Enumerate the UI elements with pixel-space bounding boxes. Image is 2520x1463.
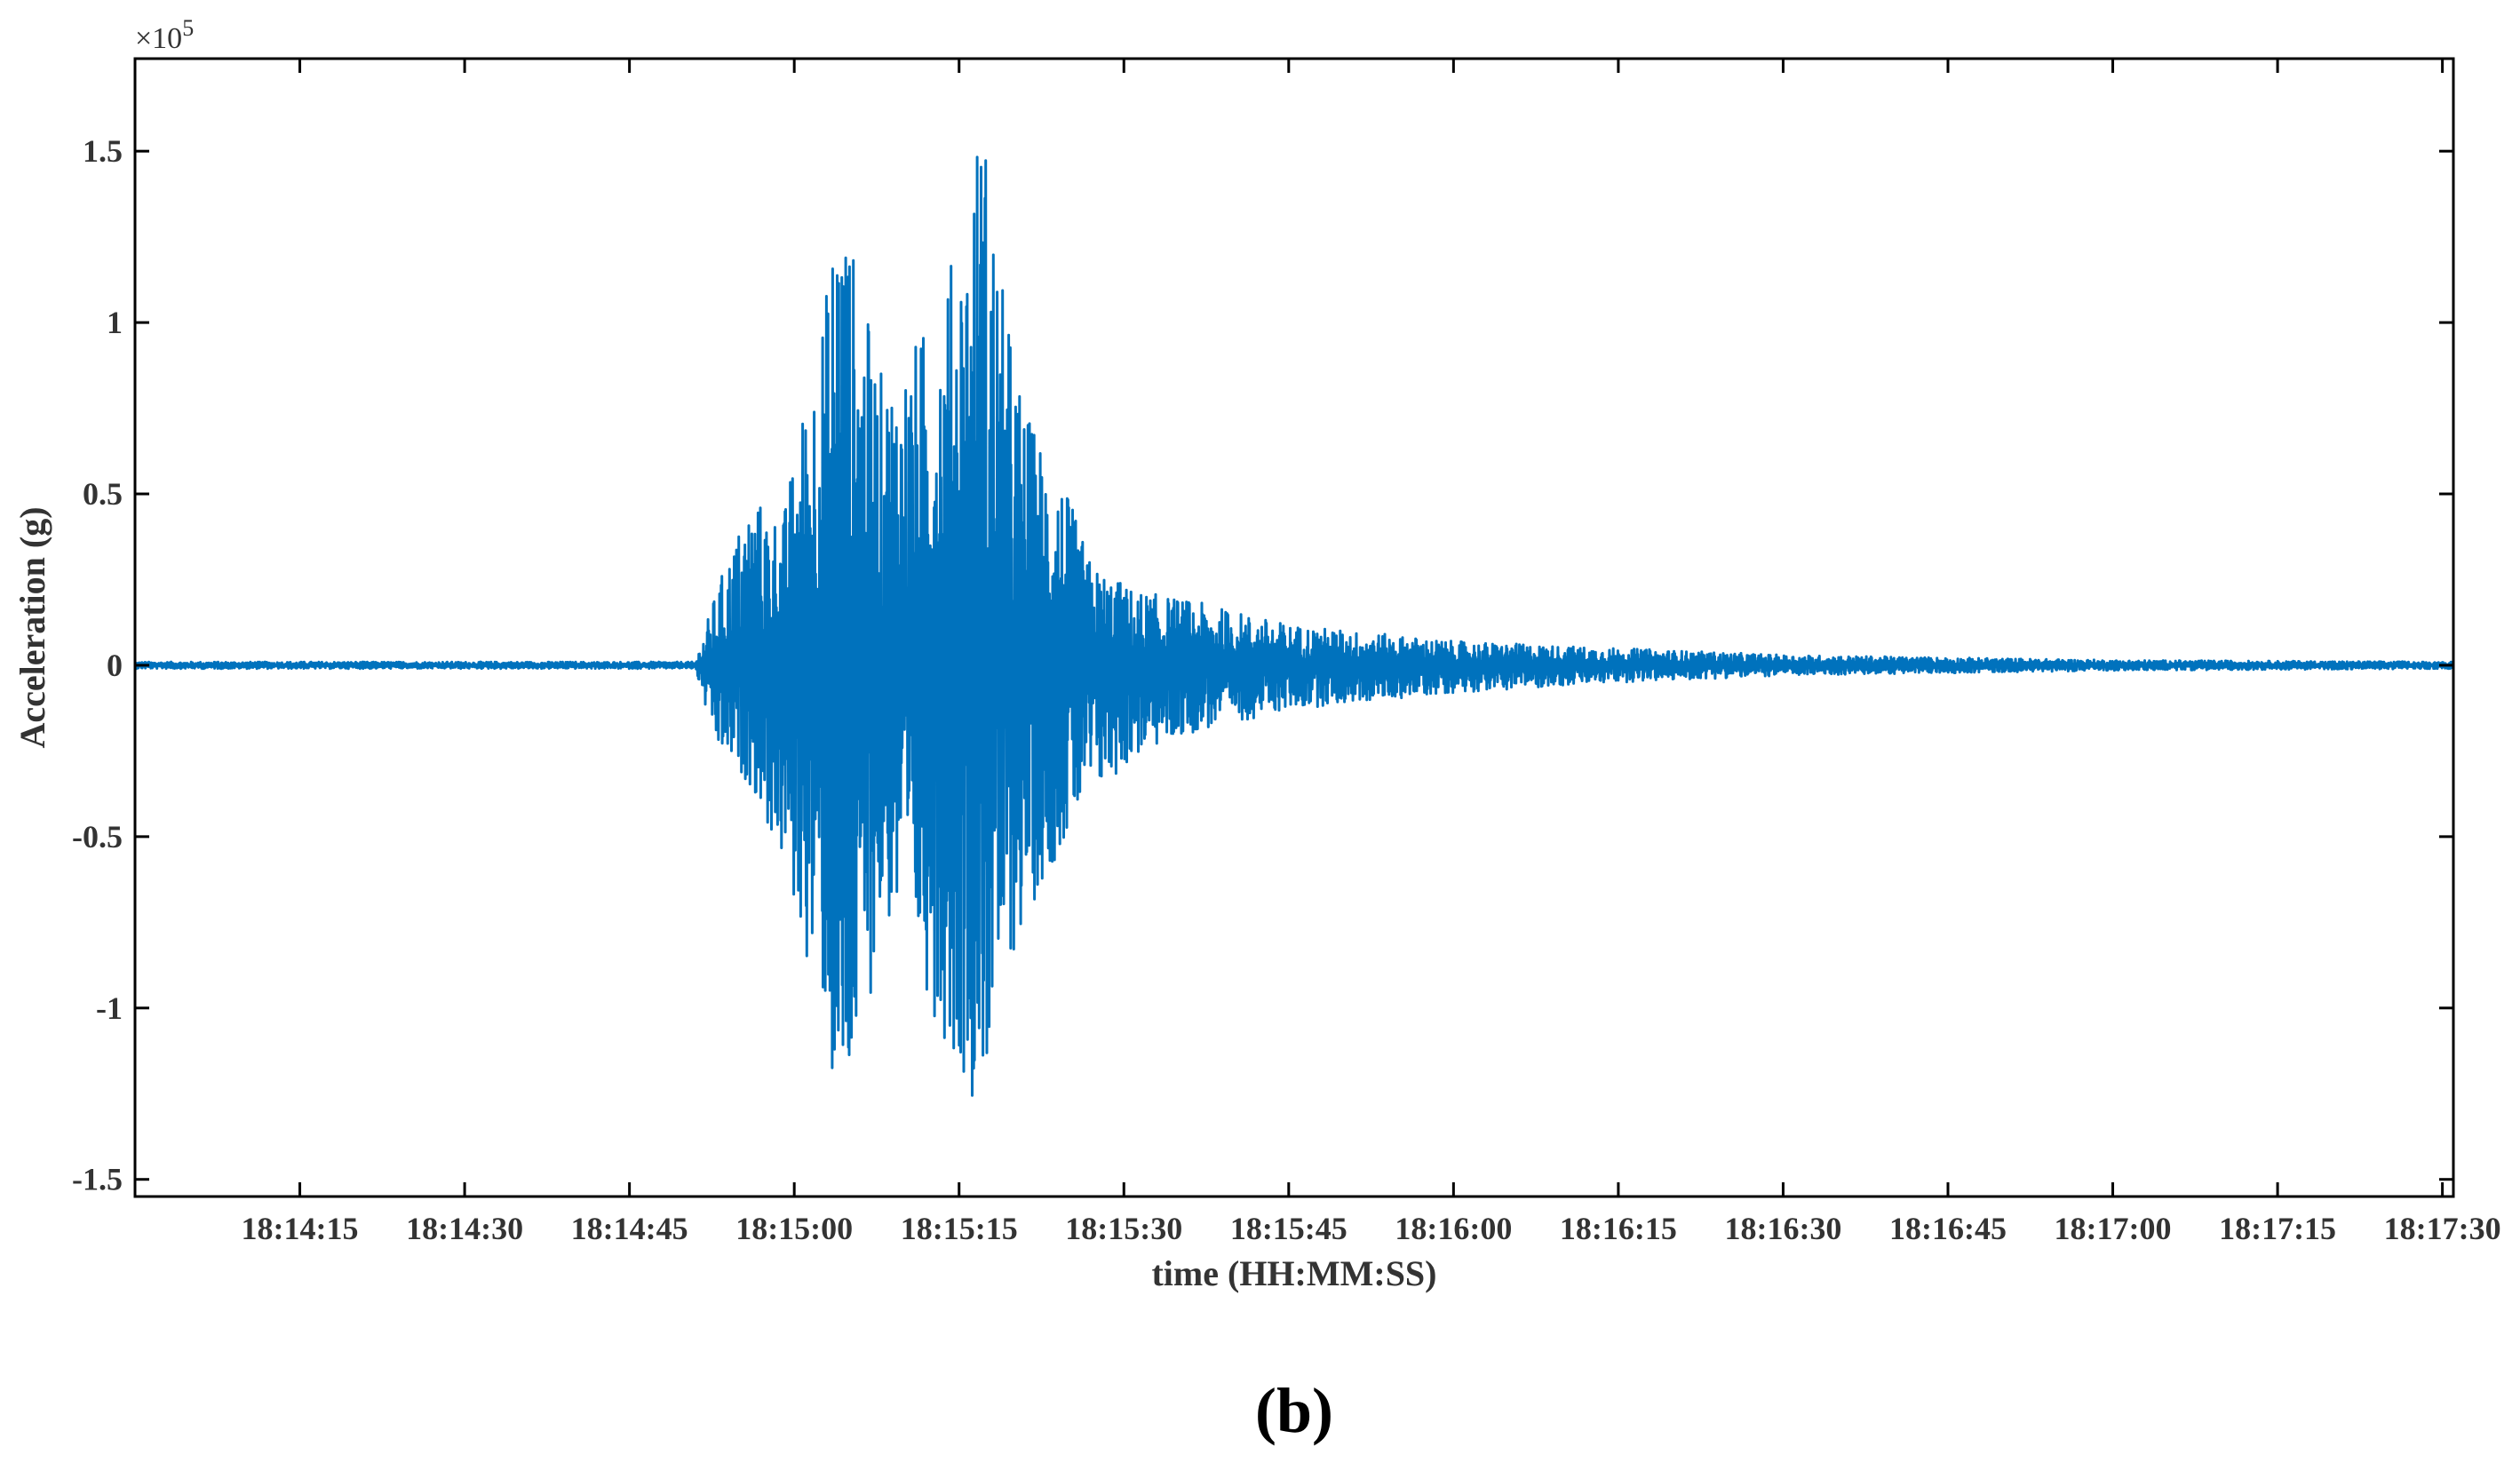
- x-tick-label: 18:16:45: [1889, 1211, 2007, 1246]
- x-tick-label: 18:17:30: [2384, 1211, 2501, 1246]
- y-axis-multiplier-exponent: 5: [182, 15, 194, 41]
- y-tick-label: -1: [96, 990, 123, 1026]
- x-tick-label: 18:16:15: [1560, 1211, 1677, 1246]
- panel-label: (b): [1255, 1375, 1333, 1446]
- y-tick-label: -1.5: [72, 1162, 123, 1197]
- x-tick-label: 18:14:30: [406, 1211, 523, 1246]
- x-tick-label: 18:17:00: [2055, 1211, 2172, 1246]
- x-axis-label: time (HH:MM:SS): [1151, 1253, 1436, 1293]
- x-tick-label: 18:14:45: [571, 1211, 688, 1246]
- x-tick-label: 18:15:30: [1065, 1211, 1182, 1246]
- signal-layer: [133, 155, 2455, 1097]
- x-axis: 18:14:15 18:14:30 18:14:45 18:15:00 18:15:15…: [242, 59, 2501, 1246]
- x-tick-label: 18:15:00: [735, 1211, 853, 1246]
- x-tick-label: 18:15:15: [901, 1211, 1018, 1246]
- y-tick-label: 0: [107, 648, 123, 683]
- x-tick-label: 18:16:00: [1395, 1211, 1512, 1246]
- y-axis-multiplier-base: ×10: [135, 22, 182, 55]
- x-tick-label: 18:17:15: [2219, 1211, 2336, 1246]
- x-tick-label: 18:16:30: [1724, 1211, 1841, 1246]
- signal-trace: [133, 155, 2455, 1097]
- x-tick-label: 18:15:45: [1230, 1211, 1347, 1246]
- x-tick-label: 18:14:15: [242, 1211, 359, 1246]
- y-axis-label: Acceleration (g): [12, 506, 52, 748]
- plot-frame: [133, 57, 2455, 1198]
- y-tick-label: 1.5: [83, 133, 123, 169]
- y-tick-label: 1: [107, 305, 123, 340]
- y-tick-label: -0.5: [72, 819, 123, 855]
- y-axis: 1.5 1 0.5 0 -0.5 -1 -1.5: [72, 133, 2453, 1197]
- y-axis-multiplier: ×105: [135, 15, 194, 55]
- y-tick-label: 0.5: [83, 476, 123, 512]
